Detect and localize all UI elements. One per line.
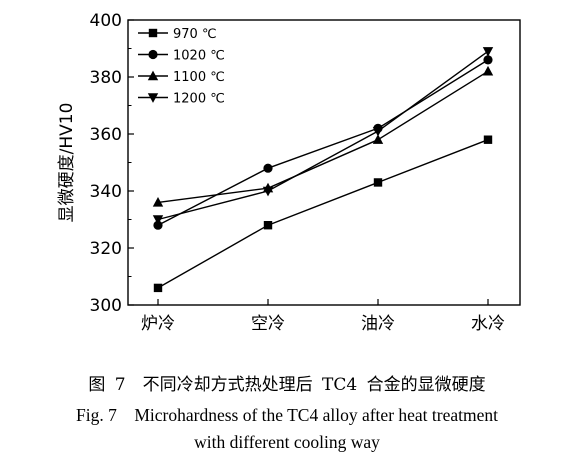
y-tick-label: 340 (90, 182, 122, 202)
data-point-series-1 (153, 283, 163, 293)
figure-caption-chinese: 图 7 不同冷却方式热处理后 TC4 合金的显微硬度 (88, 375, 486, 395)
y-tick-label: 360 (90, 125, 122, 145)
figure-caption-english-line-2: with different cooling way (194, 432, 380, 452)
series-line-1 (157, 139, 489, 289)
legend-label-4: 1200 ℃ (173, 92, 225, 107)
data-point-series-1 (263, 221, 273, 230)
data-point-series-3 (152, 197, 164, 207)
data-point-series-2 (263, 163, 273, 173)
x-tick-label: 炉冷 (141, 314, 175, 334)
legend-marker-4 (147, 93, 159, 103)
legend-marker-3 (147, 70, 159, 81)
x-tick-label: 空冷 (251, 314, 285, 334)
chart-figure: 300 320 340 360 380 400 炉冷 空冷 油冷 水冷 显微硬度/HV10 970 ℃… (57, 11, 521, 334)
series-line-4 (157, 50, 489, 221)
figure-caption-english-line-1: Fig. 7 Microhardness of the TC4 alloy af… (76, 405, 498, 425)
y-tick-label: 300 (90, 296, 122, 316)
data-point-series-2 (483, 55, 493, 65)
data-point-series-4 (482, 47, 494, 57)
data-point-series-3 (482, 65, 494, 76)
series-line-2 (157, 59, 489, 226)
data-point-series-2 (153, 220, 163, 230)
chart-svg: 300 320 340 360 380 400 炉冷 空冷 油冷 水冷 显微硬度/HV10 970 ℃… (57, 11, 521, 334)
legend-marker-1 (148, 28, 158, 38)
legend-label-1: 970 ℃ (173, 27, 217, 42)
data-point-series-4 (372, 126, 384, 137)
x-tick-label: 油冷 (361, 314, 395, 334)
data-point-series-4 (152, 215, 164, 225)
data-point-series-4 (262, 186, 274, 197)
y-axis-label: 显微硬度/HV10 (57, 103, 77, 223)
data-point-series-1 (373, 178, 383, 187)
x-tick-label: 水冷 (471, 314, 505, 334)
legend-label-2: 1020 ℃ (173, 49, 225, 64)
legend-label-3: 1100 ℃ (173, 70, 225, 85)
data-point-series-3 (372, 134, 384, 144)
y-tick-label: 380 (90, 68, 122, 88)
data-point-series-1 (483, 135, 493, 144)
y-tick-label: 400 (90, 11, 122, 31)
series-line-3 (157, 70, 489, 204)
y-tick-label: 320 (90, 239, 122, 259)
legend-marker-2 (148, 49, 158, 60)
